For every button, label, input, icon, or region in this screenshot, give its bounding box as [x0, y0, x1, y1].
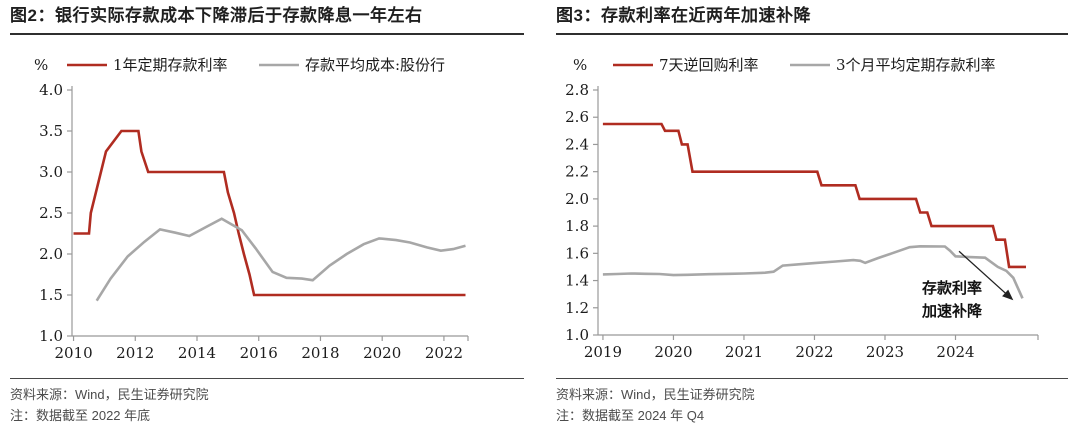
series-line-1	[602, 244, 1024, 299]
series-line-1	[95, 217, 466, 302]
y-tick-label: 1.2	[565, 299, 589, 317]
y-tick-label: 2.6	[565, 108, 589, 126]
figure3-line-chart: 1.0 1.2 1.4 1.6 1.8 2.0 2.2 2.4 2.6 2.8 2019 2020 20…	[565, 56, 1039, 361]
y-tick-label: 1.0	[39, 327, 63, 345]
y-tick-label: 2.0	[565, 190, 589, 208]
legend-label-0: 7天逆回购利率	[659, 56, 759, 74]
axes	[593, 86, 1039, 340]
figure3-title: 图3：存款利率在近两年加速补降	[556, 5, 1068, 35]
x-tick-label: 2022	[795, 343, 833, 361]
x-tick-label: 2022	[425, 344, 463, 362]
x-tick-label: 2019	[584, 343, 622, 361]
y-tick-label: 1.4	[565, 272, 589, 290]
x-tick-label: 2024	[936, 343, 974, 361]
annotation-text: 存款利率	[922, 279, 982, 297]
x-tick-label: 2012	[116, 344, 154, 362]
y-tick-label: 3.0	[39, 163, 63, 181]
figure2-footer: 资料来源：Wind，民生证券研究院 注：数据截至 2022 年底	[10, 378, 524, 426]
x-tick-label: 2010	[54, 344, 92, 362]
figure3-footer: 资料来源：Wind，民生证券研究院 注：数据截至 2024 年 Q4	[556, 378, 1068, 426]
figure2-source: 资料来源：Wind，民生证券研究院	[10, 387, 209, 402]
legend-label-0: 1年定期存款利率	[113, 56, 228, 74]
annotation-text: 加速补降	[921, 302, 983, 320]
x-tick-label: 2021	[725, 343, 763, 361]
figure2-note: 注：数据截至 2022 年底	[10, 408, 151, 423]
legend-label-1: 存款平均成本:股份行	[305, 56, 445, 74]
y-tick-label: 2.4	[565, 135, 589, 153]
y-tick-label: 3.5	[39, 122, 63, 140]
y-tick-label: 2.2	[565, 163, 589, 181]
figure2-panel: 图2：银行实际存款成本下降滞后于存款降息一年左右 1.0 1.5 2.0 2.5 3.0…	[10, 5, 524, 426]
y-tick-label: 1.0	[565, 326, 589, 344]
unit-label: %	[573, 56, 587, 74]
x-tick-label: 2018	[301, 344, 339, 362]
figure2-title: 图2：银行实际存款成本下降滞后于存款降息一年左右	[10, 5, 524, 35]
y-tick-label: 1.6	[565, 244, 589, 262]
x-tick-label: 2014	[178, 344, 216, 362]
annotation-arrow-line	[958, 250, 1008, 296]
series-line-0	[73, 129, 466, 297]
series-line-0	[602, 122, 1026, 269]
figure3-panel: 图3：存款利率在近两年加速补降 1.0 1.2 1.4 1.6 1.8 2.0 2.2 2.4…	[540, 0, 1080, 446]
unit-label: %	[34, 56, 48, 74]
y-tick-label: 2.0	[39, 245, 63, 263]
x-tick-label: 2020	[363, 344, 401, 362]
annotation-arrowhead	[1002, 289, 1014, 301]
axes	[67, 86, 469, 341]
y-tick-label: 2.8	[565, 81, 589, 99]
x-tick-label: 2016	[240, 344, 278, 362]
figure2-line-chart: 1.0 1.5 2.0 2.5 3.0 3.5 4.0 2010 2012 2014 2016 201…	[34, 56, 469, 362]
y-tick-label: 4.0	[39, 81, 63, 99]
figure3-source: 资料来源：Wind，民生证券研究院	[556, 387, 755, 402]
y-tick-label: 2.5	[39, 204, 63, 222]
figure3-note: 注：数据截至 2024 年 Q4	[556, 408, 705, 423]
y-tick-label: 1.5	[39, 286, 63, 304]
x-tick-label: 2023	[866, 343, 904, 361]
legend-label-1: 3个月平均定期存款利率	[836, 56, 996, 74]
y-tick-label: 1.8	[565, 217, 589, 235]
x-tick-label: 2020	[654, 343, 692, 361]
